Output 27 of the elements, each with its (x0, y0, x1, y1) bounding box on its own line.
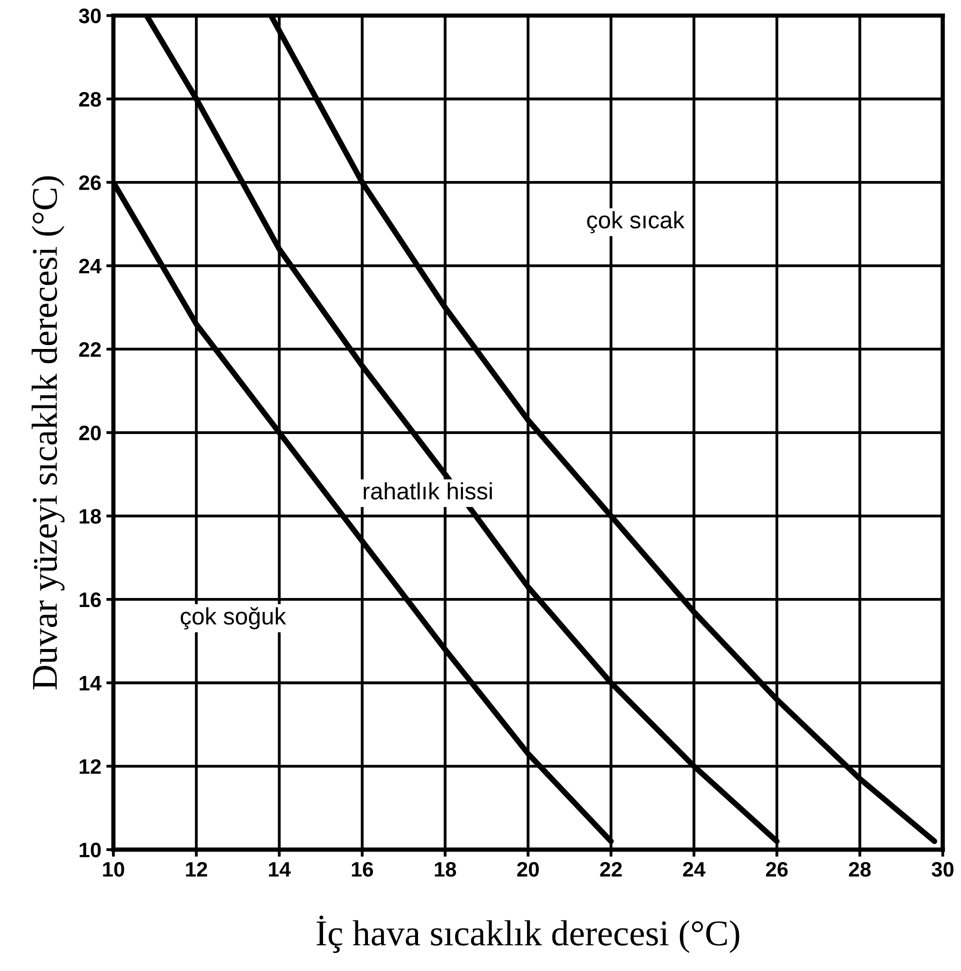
x-tick-label: 24 (683, 862, 706, 877)
annotation: çok soğuk (180, 607, 286, 630)
y-tick-label: 12 (80, 759, 101, 774)
annotation: çok sıcak (587, 211, 685, 234)
y-tick-label: 16 (80, 592, 101, 608)
x-tick-label: 28 (848, 862, 871, 877)
x-tick-label: 12 (186, 862, 208, 877)
y-tick-label: 26 (79, 175, 101, 190)
y-axis-title: Duvar yüzeyi sıcaklık derecesi (°C) (32, 176, 65, 690)
y-tick-label: 20 (79, 426, 101, 440)
x-tick-label: 30 (932, 862, 954, 877)
y-tick-label: 10 (80, 842, 101, 858)
x-tick-label: 10 (103, 862, 124, 877)
annotation: rahatlık hissi (364, 482, 492, 500)
y-tick-label: 18 (80, 508, 101, 524)
y-tick-label: 14 (80, 676, 102, 690)
x-tick-label: 16 (352, 862, 374, 877)
y-tick-label: 30 (78, 8, 101, 24)
x-tick-label: 22 (600, 862, 622, 877)
x-tick-label: 14 (268, 862, 291, 877)
y-tick-label: 22 (79, 342, 101, 357)
x-axis-title: İç hava sıcaklık derecesi (°C) (316, 916, 740, 953)
x-tick-label: 20 (517, 862, 539, 877)
y-tick-label: 28 (79, 92, 101, 107)
x-tick-label: 18 (434, 862, 456, 877)
y-tick-label: 24 (79, 258, 102, 274)
x-tick-label: 26 (766, 862, 788, 877)
